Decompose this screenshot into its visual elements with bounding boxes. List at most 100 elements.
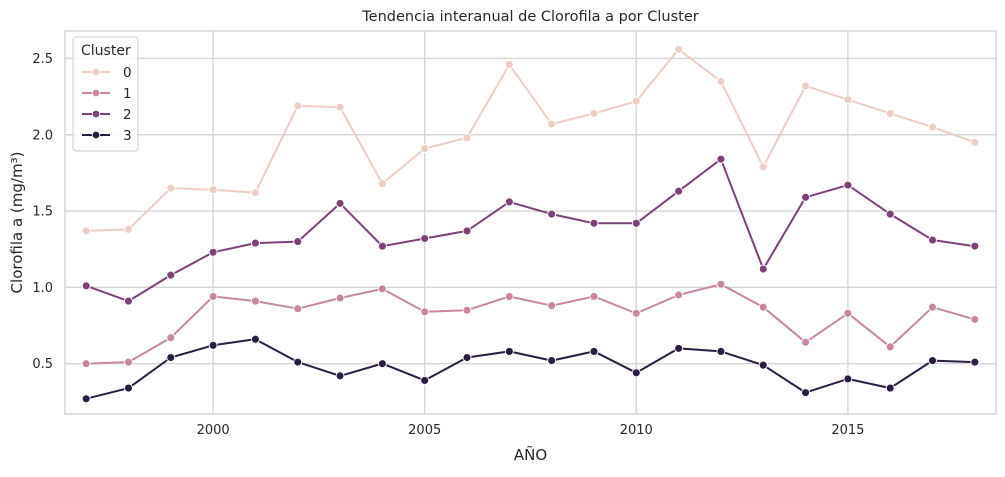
- y-tick-label: 0.5: [32, 357, 53, 372]
- x-axis-title: AÑO: [514, 445, 547, 464]
- data-point: [166, 333, 176, 343]
- data-point: [716, 76, 726, 86]
- data-point: [589, 292, 599, 301]
- data-point: [631, 308, 641, 318]
- legend-title: Cluster: [81, 43, 131, 59]
- data-point: [843, 95, 853, 105]
- data-point: [758, 360, 768, 370]
- data-point: [885, 383, 895, 393]
- data-point: [81, 281, 91, 291]
- series-2: [81, 154, 980, 306]
- legend-label: 3: [123, 128, 132, 144]
- data-point: [843, 308, 853, 318]
- series-line: [86, 283, 976, 365]
- data-point: [124, 383, 133, 393]
- data-point: [843, 180, 853, 190]
- data-point: [589, 346, 599, 356]
- data-point: [124, 296, 133, 306]
- data-point: [335, 293, 345, 303]
- data-point: [250, 296, 260, 306]
- data-point: [885, 209, 895, 219]
- data-point: [970, 314, 980, 324]
- data-point: [801, 388, 811, 398]
- y-axis-title: Clorofila a (mg/m³): [8, 152, 26, 294]
- data-point: [970, 137, 980, 147]
- data-point: [377, 284, 387, 294]
- data-point: [81, 394, 91, 404]
- data-point: [377, 359, 387, 369]
- data-point: [462, 305, 472, 315]
- data-point: [928, 302, 937, 312]
- data-point: [124, 224, 133, 234]
- data-point: [504, 197, 514, 207]
- data-point: [843, 374, 853, 384]
- legend-swatch-marker: [91, 67, 101, 77]
- data-point: [293, 304, 303, 314]
- data-point: [674, 343, 684, 353]
- data-point: [547, 356, 557, 366]
- data-point: [801, 192, 811, 202]
- data-point: [758, 162, 768, 172]
- data-point: [801, 81, 811, 91]
- data-point: [293, 101, 303, 111]
- y-tick-label: 2.0: [32, 128, 53, 143]
- data-point: [208, 292, 218, 301]
- data-point: [801, 337, 811, 347]
- data-point: [166, 183, 176, 193]
- data-point: [885, 108, 895, 118]
- data-point: [547, 301, 557, 311]
- data-point: [674, 186, 684, 196]
- data-point: [970, 241, 980, 251]
- data-point: [335, 198, 345, 208]
- data-point: [674, 44, 684, 54]
- data-point: [631, 368, 641, 378]
- series-line: [86, 48, 976, 232]
- data-point: [758, 264, 768, 274]
- axis-ticks: 2000 2005 2010 2015 0.5 1.0 1.5 2.0 2.5: [32, 52, 864, 438]
- data-point: [504, 60, 514, 70]
- series-3: [81, 334, 980, 404]
- data-point: [335, 102, 345, 112]
- x-tick-label: 2005: [408, 423, 441, 438]
- legend-item: 3: [82, 128, 132, 144]
- data-point: [716, 279, 726, 289]
- y-tick-label: 1.0: [32, 281, 53, 296]
- data-point: [674, 290, 684, 300]
- data-point: [716, 346, 726, 356]
- legend: Cluster 0 1 2 3: [72, 36, 139, 152]
- data-point: [462, 133, 472, 143]
- x-tick-label: 2010: [620, 423, 653, 438]
- legend-swatch-marker: [91, 109, 101, 119]
- data-point: [166, 353, 176, 362]
- y-tick-label: 2.5: [32, 52, 53, 67]
- series-line: [85, 338, 975, 400]
- data-point: [716, 154, 726, 164]
- data-point: [208, 247, 218, 257]
- data-point: [928, 235, 937, 245]
- plot-frame: [64, 30, 997, 415]
- data-point: [81, 359, 91, 369]
- data-point: [124, 357, 133, 367]
- data-point: [250, 334, 260, 344]
- data-point: [589, 108, 599, 118]
- series-0: [81, 44, 980, 236]
- series-1: [81, 279, 980, 369]
- series-lines: [81, 44, 980, 404]
- y-tick-label: 1.5: [32, 205, 53, 220]
- data-point: [420, 307, 430, 317]
- legend-label: 0: [123, 65, 132, 81]
- legend-items: 0 1 2 3: [82, 65, 132, 144]
- data-point: [293, 237, 303, 247]
- x-tick-label: 2015: [831, 423, 864, 438]
- data-point: [758, 302, 768, 312]
- data-point: [631, 96, 641, 106]
- data-point: [885, 342, 895, 352]
- data-point: [547, 209, 557, 219]
- data-point: [504, 292, 514, 301]
- data-point: [335, 371, 345, 381]
- legend-label: 1: [123, 86, 132, 102]
- data-point: [377, 241, 387, 251]
- data-point: [462, 226, 472, 236]
- legend-swatch-marker: [91, 130, 101, 140]
- data-point: [589, 218, 599, 228]
